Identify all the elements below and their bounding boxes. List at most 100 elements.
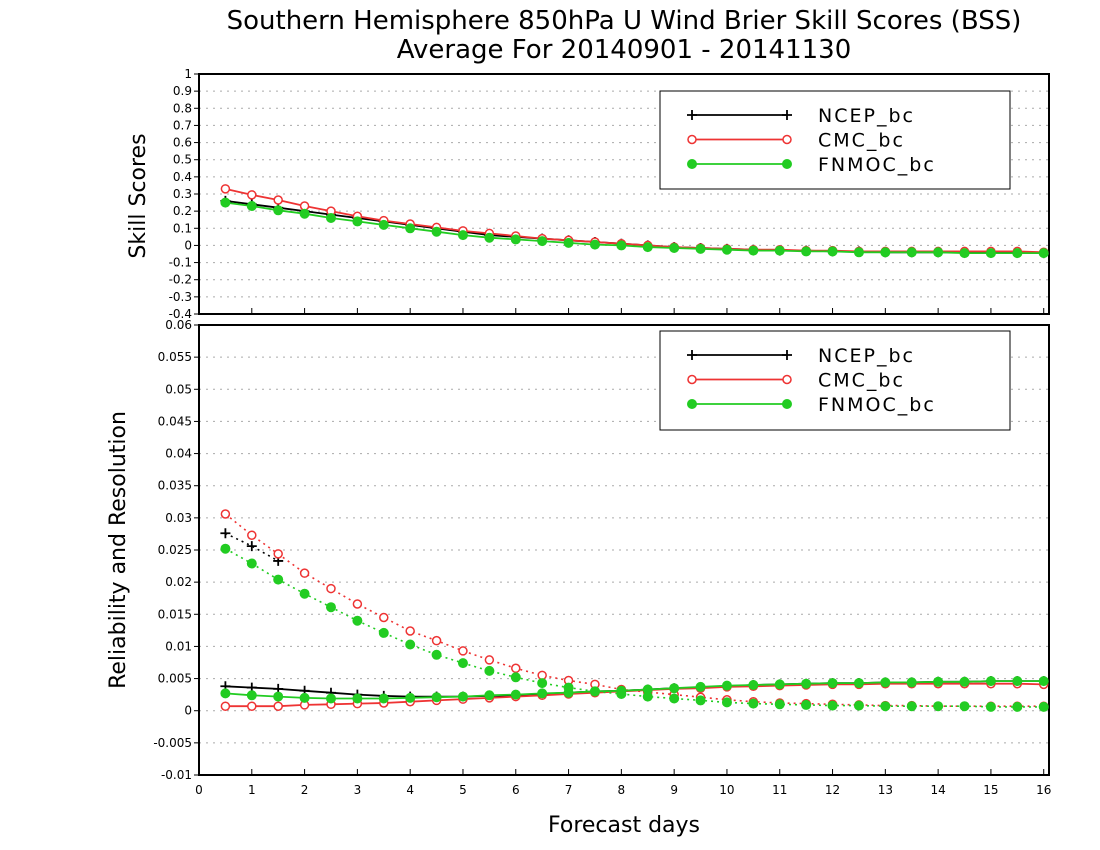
y-tick-label: -0.2 xyxy=(169,273,192,287)
data-point xyxy=(247,190,257,200)
data-point xyxy=(431,226,442,237)
data-point xyxy=(246,690,257,701)
data-point xyxy=(880,247,891,258)
data-point xyxy=(853,247,864,258)
chart-title: Southern Hemisphere 850hPa U Wind Brier … xyxy=(227,6,1022,36)
x-tick-label: 13 xyxy=(878,783,893,797)
legend-item-CMC_bc: CMC_bc xyxy=(687,370,905,392)
chart-subtitle: Average For 20140901 - 20141130 xyxy=(397,35,852,65)
y-tick-label: 0.03 xyxy=(165,511,192,525)
data-point xyxy=(378,219,389,230)
data-point xyxy=(484,232,495,243)
data-point xyxy=(325,213,336,223)
x-tick-label: 3 xyxy=(354,783,362,797)
data-point xyxy=(220,701,231,711)
data-point xyxy=(616,240,627,251)
data-point xyxy=(853,700,864,711)
data-point xyxy=(853,678,864,689)
data-point xyxy=(774,245,785,256)
data-point xyxy=(985,676,996,687)
data-point xyxy=(748,680,759,690)
legend-item-FNMOC_bc: FNMOC_bc xyxy=(687,394,934,416)
data-point xyxy=(273,574,284,585)
y-tick-label: 0.005 xyxy=(158,672,192,686)
x-tick-label: 7 xyxy=(565,783,573,797)
legend-marker xyxy=(782,110,792,120)
y-tick-label: -0.3 xyxy=(169,290,192,304)
data-point xyxy=(669,683,680,694)
data-point xyxy=(695,695,706,706)
data-point xyxy=(273,195,283,205)
data-point xyxy=(510,234,521,245)
data-point xyxy=(801,678,812,689)
data-point xyxy=(589,686,600,697)
legend-item-CMC_bc: CMC_bc xyxy=(687,130,903,152)
data-point xyxy=(669,243,680,253)
data-point xyxy=(827,678,838,689)
data-point xyxy=(1038,248,1049,259)
data-point xyxy=(484,665,495,676)
y-tick-label: -0.005 xyxy=(153,736,192,750)
data-point xyxy=(695,243,706,254)
data-point xyxy=(959,701,970,712)
y-tick-label: -0.01 xyxy=(161,768,192,782)
top-y-axis-label: Skill Scores xyxy=(126,133,151,258)
data-point xyxy=(405,626,415,636)
legend-marker xyxy=(687,134,697,145)
data-point xyxy=(642,691,653,702)
data-point xyxy=(431,692,442,703)
data-point xyxy=(1038,701,1049,712)
data-point xyxy=(405,639,416,650)
x-tick-label: 4 xyxy=(406,783,414,797)
data-point xyxy=(511,663,521,674)
y-tick-label: 0 xyxy=(184,704,192,718)
data-point xyxy=(510,689,521,700)
data-point xyxy=(669,693,680,704)
data-point xyxy=(1012,701,1023,712)
data-point xyxy=(880,677,891,688)
legend-marker xyxy=(782,134,792,145)
legend-label: NCEP_bc xyxy=(818,345,915,367)
x-tick-label: 11 xyxy=(772,783,787,797)
data-point xyxy=(299,208,310,219)
data-point xyxy=(537,678,548,689)
legend-marker xyxy=(687,350,697,360)
legend-label: NCEP_bc xyxy=(818,105,915,127)
data-point xyxy=(352,216,363,227)
data-point xyxy=(774,699,785,710)
data-point xyxy=(1012,248,1023,259)
y-tick-label: 0.045 xyxy=(158,414,192,428)
data-point xyxy=(748,698,759,709)
data-point xyxy=(985,248,996,259)
data-point xyxy=(933,701,944,712)
y-tick-label: 0.5 xyxy=(173,153,192,167)
data-point xyxy=(405,692,416,703)
y-tick-label: 0.1 xyxy=(173,221,192,235)
data-point xyxy=(616,689,627,699)
data-point xyxy=(220,184,231,194)
data-point xyxy=(959,676,970,687)
data-point xyxy=(458,646,468,656)
data-point xyxy=(906,677,917,688)
y-tick-label: 0.015 xyxy=(158,607,192,621)
y-tick-label: -0.1 xyxy=(169,256,192,270)
data-point xyxy=(405,223,416,234)
legend-label: CMC_bc xyxy=(818,370,905,392)
data-point xyxy=(431,649,442,660)
x-tick-label: 14 xyxy=(930,783,945,797)
series-FNMOC_bc-dotted xyxy=(220,543,1049,712)
y-tick-label: 0.05 xyxy=(165,382,192,396)
data-point xyxy=(906,701,917,712)
data-point xyxy=(906,247,917,258)
y-tick-label: 0.055 xyxy=(158,350,192,364)
data-point xyxy=(801,699,812,710)
data-point xyxy=(510,672,521,683)
x-tick-label: 12 xyxy=(825,783,840,797)
x-tick-label: 8 xyxy=(618,783,626,797)
x-tick-label: 5 xyxy=(459,783,467,797)
y-tick-label: -0.4 xyxy=(169,307,192,321)
y-tick-label: 0.025 xyxy=(158,543,192,557)
